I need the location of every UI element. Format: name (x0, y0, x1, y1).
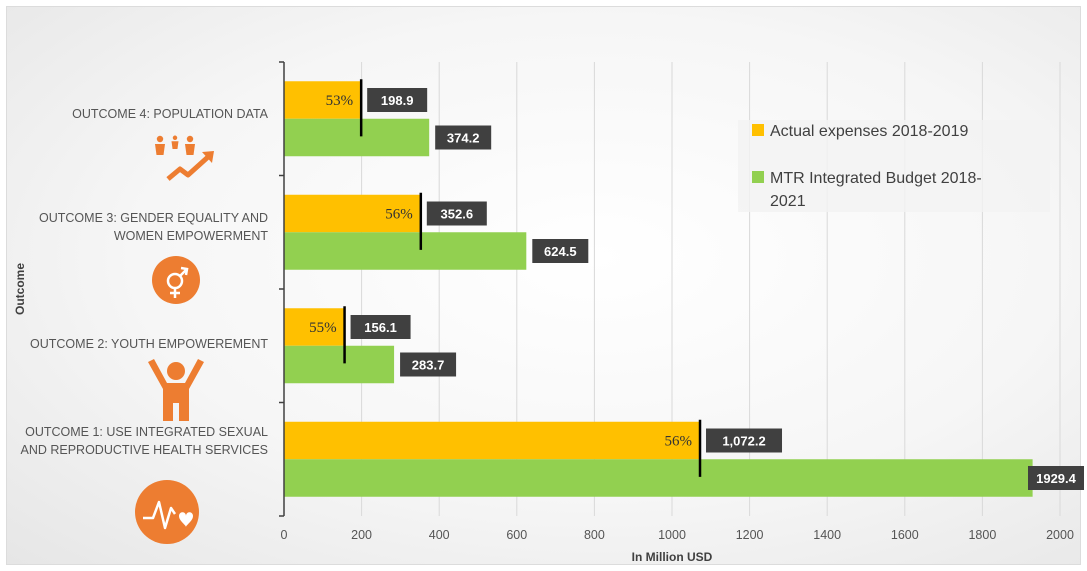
legend-swatch-actual (752, 124, 764, 136)
x-tick-label: 1000 (658, 528, 686, 542)
category-label: AND REPRODUCTIVE HEALTH SERVICES (20, 443, 268, 457)
bar-mtr-budget (284, 345, 395, 384)
bar-actual-expenses (284, 194, 421, 233)
value-label-actual: 156.1 (364, 320, 397, 335)
x-tick-label: 1600 (891, 528, 919, 542)
category-label: OUTCOME 3: GENDER EQUALITY AND (39, 211, 268, 225)
x-tick-label: 1400 (813, 528, 841, 542)
percent-label: 55% (309, 320, 337, 336)
bar-actual-expenses (284, 81, 362, 119)
gender-symbol-icon (152, 256, 200, 304)
bar-actual-expenses (284, 308, 345, 346)
value-label-budget: 283.7 (412, 358, 445, 373)
value-box-budget (400, 352, 457, 377)
legend-label-budget: 2021 (770, 193, 806, 210)
x-tick-label: 1800 (968, 528, 996, 542)
category-label: WOMEN EMPOWERMENT (114, 229, 269, 243)
value-label-budget: 374.2 (447, 131, 480, 146)
heartbeat-icon (135, 480, 199, 544)
percent-label: 56% (385, 207, 413, 223)
percent-label: 56% (665, 434, 693, 450)
value-box-actual (706, 428, 783, 453)
value-label-budget: 624.5 (544, 244, 577, 259)
bars (284, 79, 1033, 497)
bar-mtr-budget (284, 459, 1033, 497)
value-box-actual (426, 201, 487, 226)
bar-mtr-budget (284, 232, 527, 270)
value-box-actual (350, 315, 411, 339)
value-label-budget: 1929.4 (1036, 471, 1077, 486)
legend-box (738, 120, 1050, 212)
x-tick-label: 0 (281, 528, 288, 542)
category-label: OUTCOME 4: POPULATION DATA (72, 107, 269, 121)
value-box-budget (435, 125, 492, 150)
x-tick-label: 1200 (736, 528, 764, 542)
value-label-actual: 352.6 (441, 207, 474, 222)
bar-mtr-budget (284, 118, 430, 157)
legend-label-actual: Actual expenses 2018-2019 (770, 123, 968, 140)
value-box-budget (532, 239, 589, 263)
axes: 0 200 400 600 800 1000 1200 1400 1600 1800 2000 In … (13, 61, 1074, 564)
percent-label: 53% (326, 93, 354, 109)
population-growth-icon (155, 135, 214, 181)
x-tick-label: 800 (584, 528, 605, 542)
x-axis-title: In Million USD (632, 550, 713, 564)
legend: Actual expenses 2018-2019 MTR Integrated … (738, 120, 1050, 212)
legend-label-budget: MTR Integrated Budget 2018- (770, 170, 982, 187)
y-axis-title: Outcome (13, 263, 27, 315)
value-label-actual: 198.9 (381, 93, 414, 108)
x-tick-label: 200 (351, 528, 372, 542)
x-tick-label: 600 (506, 528, 527, 542)
value-box-budget (1028, 466, 1084, 490)
category-icons (135, 135, 214, 544)
category-label: OUTCOME 1: USE INTEGRATED SEXUAL (25, 425, 268, 439)
youth-figure-icon (148, 359, 204, 421)
category-label: OUTCOME 2: YOUTH EMPOWEREMENT (30, 337, 268, 351)
x-tick-label: 400 (429, 528, 450, 542)
x-tick-label: 2000 (1046, 528, 1074, 542)
legend-swatch-budget (752, 171, 764, 183)
bar-actual-expenses (284, 421, 701, 460)
value-box-actual (367, 88, 428, 112)
value-label-actual: 1,072.2 (722, 434, 765, 449)
labels: 53% 198.9 374.2 OUTCOME 4: POPULATION DATA 5… (20, 88, 1084, 490)
